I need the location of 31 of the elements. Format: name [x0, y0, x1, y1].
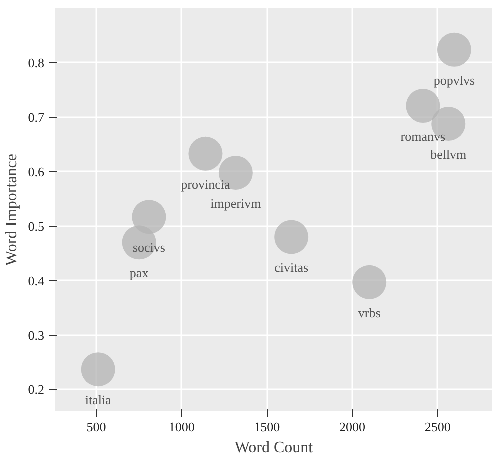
x-tick-label: 2000: [340, 420, 366, 434]
annotation: socivs: [132, 240, 166, 256]
point: [352, 265, 387, 300]
annotation: romanvs: [400, 128, 446, 144]
point: [81, 352, 116, 387]
annotation: vrbs: [358, 305, 381, 320]
point: [132, 200, 166, 234]
y-tick-label: 0.2: [28, 382, 44, 398]
annotation: italia: [85, 392, 112, 408]
point: [406, 89, 440, 123]
y-tick-label: 0.4: [28, 273, 45, 288]
y-tick-label: 0.6: [28, 164, 45, 180]
annotation: imperivm: [210, 196, 262, 211]
x-tick-label: 500: [86, 420, 106, 434]
annotation: civitas: [274, 260, 309, 276]
y-tick-label: 0.8: [28, 55, 44, 70]
x-tick-label: 1000: [168, 420, 195, 434]
y-axis-title: Word Importance: [3, 154, 20, 266]
annotation: popvlvs: [434, 72, 476, 88]
x-tick-label: 2500: [424, 420, 451, 434]
annotation: bellvm: [430, 146, 467, 162]
x-axis-title: Word Count: [234, 440, 314, 456]
point: [188, 136, 223, 171]
annotation: provincia: [181, 176, 230, 192]
y-tick-label: 0.3: [28, 328, 44, 343]
point: [274, 220, 309, 254]
x-tick-label: 1500: [254, 420, 280, 434]
annotation: pax: [130, 266, 150, 281]
point: [437, 32, 472, 67]
y-tick-label: 0.7: [28, 110, 45, 125]
y-tick-label: 0.5: [28, 218, 44, 234]
